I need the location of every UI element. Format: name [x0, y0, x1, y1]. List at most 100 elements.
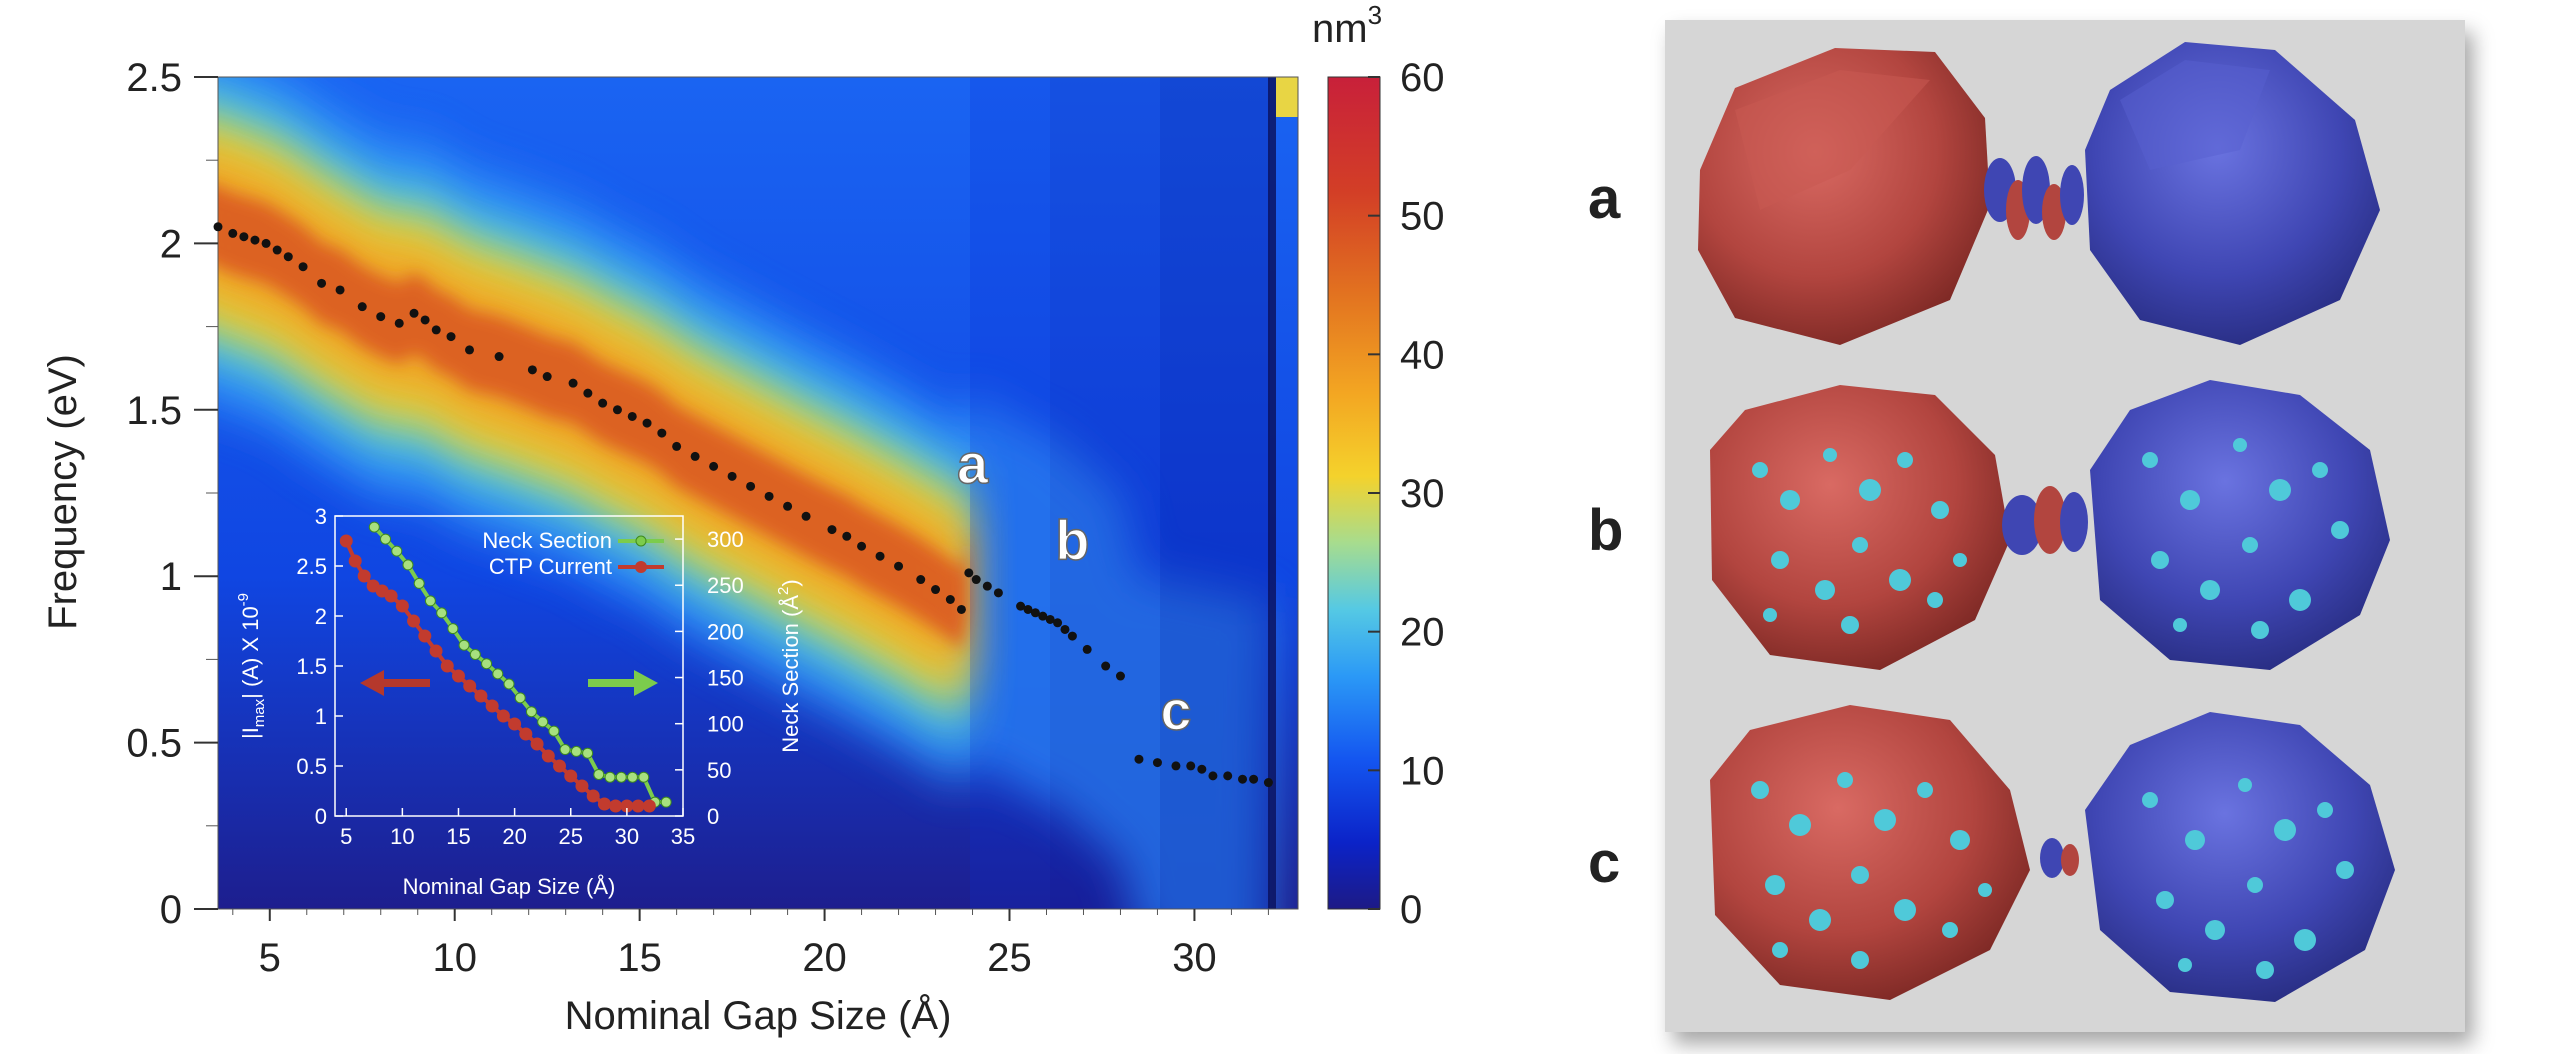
- neck-section-point: [615, 771, 627, 783]
- neck-section-point: [638, 771, 650, 783]
- peak-point: [357, 302, 367, 312]
- peak-point: [409, 308, 419, 318]
- panel-label-c: c: [1588, 830, 1620, 895]
- peak-point: [568, 378, 578, 388]
- peak-point: [420, 315, 430, 325]
- x-tick-label: 25: [987, 936, 1032, 980]
- peak-point: [250, 235, 260, 245]
- dimer-a-neck: [1984, 156, 2084, 240]
- peak-point: [857, 541, 867, 551]
- peak-point: [239, 232, 249, 242]
- peak-point: [1197, 764, 1207, 774]
- peak-point: [1023, 604, 1033, 614]
- peak-point: [1053, 618, 1063, 628]
- inset-chart: 5 10 15 20 25 30 3500.511.522.5305010015020025…: [235, 504, 803, 899]
- panel-label-b: b: [1588, 498, 1623, 563]
- peak-point: [783, 501, 793, 511]
- ctp-current-point: [429, 644, 443, 658]
- ctp-current-point: [530, 737, 544, 751]
- peak-point: [993, 588, 1003, 598]
- neck-section-point: [391, 545, 403, 557]
- ctp-current-point: [541, 749, 555, 763]
- inset-y-title-tail: | (A) X 10: [238, 606, 263, 699]
- peak-point: [956, 604, 966, 614]
- ctp-current-point: [440, 659, 454, 673]
- inset-y-tick-label: 2: [315, 604, 327, 629]
- dimer-c-left-ions: [1751, 772, 1992, 969]
- colorbar-unit-exp: 3: [1368, 0, 1382, 30]
- x-tick-label: 15: [617, 936, 662, 980]
- annotation-c: c: [1160, 678, 1191, 741]
- peak-point: [283, 252, 293, 262]
- x-tick-label: 10: [432, 936, 477, 980]
- annotation-a: a: [957, 432, 989, 495]
- ctp-current-point: [357, 569, 371, 583]
- band-yellow-corner: [1276, 77, 1298, 117]
- peak-point: [1171, 761, 1181, 771]
- ctp-current-point: [384, 589, 398, 603]
- inset-y-tick-label: 0.5: [296, 754, 327, 779]
- neck-section-point: [660, 796, 672, 808]
- colorbar-unit: nm3: [1312, 0, 1382, 51]
- peak-point: [690, 451, 700, 461]
- peak-point: [642, 418, 652, 428]
- inset-x-axis-title: Nominal Gap Size (Å): [403, 874, 616, 899]
- neck-section-point: [514, 692, 526, 704]
- arrow-right-green: [588, 670, 658, 696]
- peak-point: [657, 428, 667, 438]
- inset-y-title-sub: max: [251, 698, 268, 727]
- neck-section-point: [413, 577, 425, 589]
- y-tick-label: 2.5: [126, 56, 182, 100]
- peak-point: [964, 568, 974, 578]
- x-tick-label: 20: [802, 936, 847, 980]
- inset-y-tick-label: 1: [315, 704, 327, 729]
- inset-series: [339, 521, 672, 813]
- inset-axes: 5 10 15 20 25 30 3500.511.522.5305010015020025…: [296, 504, 743, 849]
- y-tick-label: 1: [160, 555, 182, 599]
- ctp-current-point: [553, 759, 567, 773]
- peak-point: [465, 345, 475, 355]
- panel-label-a: a: [1588, 166, 1621, 231]
- peak-point: [971, 575, 981, 585]
- peak-point: [446, 332, 456, 342]
- inset-y2-tick-label: 200: [707, 619, 744, 644]
- ctp-current-point: [564, 769, 578, 783]
- neck-section-point: [492, 668, 504, 680]
- ctp-current-point: [463, 679, 477, 693]
- neck-section-point: [626, 771, 638, 783]
- peak-point: [727, 471, 737, 481]
- x-tick-label: 5: [259, 936, 281, 980]
- colorbar-unit-base: nm: [1312, 7, 1368, 51]
- band-shade-4: [1268, 77, 1276, 909]
- neck-section-point: [593, 768, 605, 780]
- dimer-c-right-ions: [2142, 778, 2354, 979]
- peak-point: [764, 491, 774, 501]
- peak-point: [801, 511, 811, 521]
- dimer-a-right-facet: [2120, 60, 2270, 170]
- colorbar-tick-label: 30: [1400, 472, 1445, 516]
- peak-point: [746, 481, 756, 491]
- band-shade-3: [1160, 77, 1270, 909]
- peak-point: [894, 561, 904, 571]
- colorbar-tick-label: 50: [1400, 195, 1445, 239]
- ctp-current-point: [418, 629, 432, 643]
- inset-y2-tick-label: 0: [707, 804, 719, 829]
- neck-section-point: [436, 607, 448, 619]
- peak-point: [709, 461, 719, 471]
- arrow-left-red: [360, 670, 430, 696]
- peak-point: [916, 575, 926, 585]
- ctp-current-point: [631, 799, 645, 813]
- ctp-current-point: [339, 534, 353, 548]
- peak-point: [213, 222, 223, 232]
- peak-point: [1038, 611, 1048, 621]
- ctp-current-point: [597, 797, 611, 811]
- inset-y2-axis-title: Neck Section (Å2): [775, 579, 803, 752]
- annotations: a b c: [956, 431, 1192, 742]
- inset-y-title-main: |I: [238, 727, 263, 739]
- peak-point: [317, 278, 327, 288]
- peak-point: [1152, 758, 1162, 768]
- peak-point: [431, 325, 441, 335]
- inset-y2-tick-label: 100: [707, 712, 744, 737]
- peak-point: [335, 285, 345, 295]
- inset-y2-title-tail: ): [778, 579, 803, 586]
